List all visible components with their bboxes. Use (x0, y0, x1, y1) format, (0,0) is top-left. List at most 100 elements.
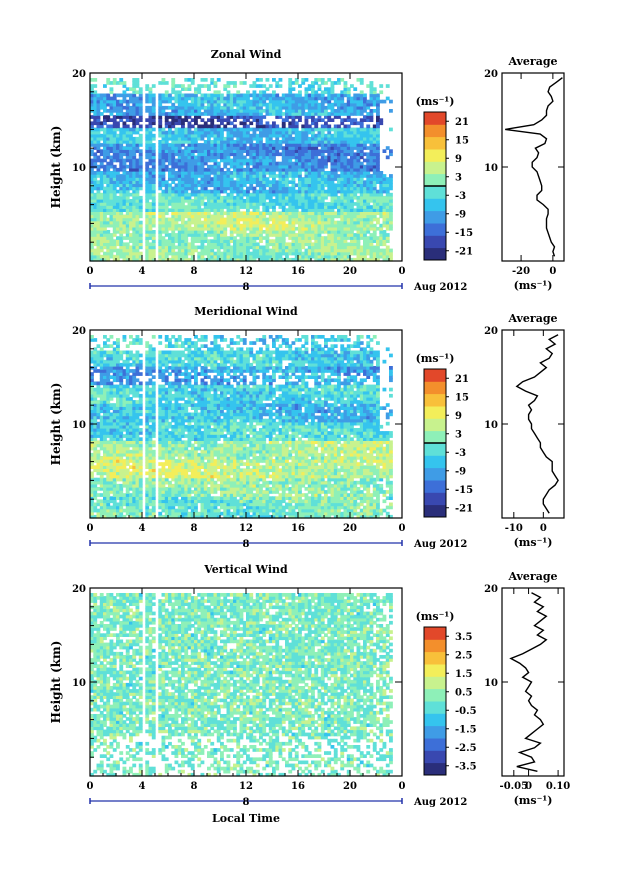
heatmap-cell (201, 187, 205, 191)
heatmap-cell (311, 81, 315, 85)
average-profile-line (505, 78, 562, 257)
heatmap-cell (379, 171, 383, 175)
heatmap-cell (383, 509, 387, 513)
colorbar-tick-label: 3 (455, 172, 462, 183)
heatmap-cell (279, 187, 283, 191)
heatmap-cell (188, 187, 192, 191)
heatmap-cell (116, 94, 120, 98)
heatmap-cell (383, 100, 387, 104)
heatmap-cell (272, 90, 276, 94)
average-title: Average (507, 55, 557, 68)
colorbar-tick-label: 21 (455, 117, 469, 128)
average-x-tick-label: -20 (512, 266, 530, 277)
heatmap-cell (321, 187, 325, 191)
heatmap-cell (152, 84, 156, 88)
heatmap-cell (188, 84, 192, 88)
heatmap-cell (113, 78, 117, 82)
heatmap-cell (152, 94, 156, 98)
heatmap-cell (360, 78, 364, 82)
colorbar-swatch (424, 149, 446, 162)
heatmap-cell (158, 187, 162, 191)
heatmap-cell (110, 87, 114, 91)
heatmap-cell (337, 94, 341, 98)
heatmap-cell (259, 84, 263, 88)
heatmap-cell (136, 137, 140, 141)
heatmap-cell (298, 187, 302, 191)
heatmap-cell (207, 118, 211, 122)
heatmap-cell (272, 239, 276, 243)
heatmap-cell (370, 187, 374, 191)
heatmap-cell (93, 78, 97, 82)
heatmap-cell (214, 90, 218, 94)
heatmap-cell (106, 230, 110, 234)
heatmap-cell (149, 187, 153, 191)
heatmap-cell (123, 187, 127, 191)
x-tick-label: 4 (139, 266, 146, 277)
colorbar-tick-label: -9 (455, 209, 466, 220)
heatmap-cell (243, 81, 247, 85)
heatmap-cell (288, 78, 292, 82)
heatmap-cell (305, 87, 309, 91)
heatmap-cell (123, 90, 127, 94)
heatmap-cell (194, 87, 198, 91)
heatmap-cell (126, 125, 130, 129)
heatmap-cell (389, 109, 393, 113)
heatmap-cell (97, 187, 101, 191)
heatmap-cell (279, 78, 283, 82)
heatmap-cell (110, 125, 114, 129)
heatmap-cell (379, 84, 383, 88)
heatmap-cell (201, 143, 205, 147)
heatmap-cell (162, 78, 166, 82)
heatmap-cell (220, 187, 224, 191)
heatmap-cell (236, 90, 240, 94)
heatmap-cell (106, 78, 110, 82)
panel-title: Zonal Wind (211, 48, 282, 61)
heatmap-cell (168, 106, 172, 110)
heatmap-cell (305, 78, 309, 82)
heatmap-cell (357, 94, 361, 98)
heatmap-cell (389, 174, 393, 178)
colorbar-swatch (424, 235, 446, 248)
heatmap-cell (240, 128, 244, 132)
heatmap-cell (337, 125, 341, 129)
panel-title: Meridional Wind (194, 305, 298, 318)
colorbar-unit: (ms⁻¹) (416, 95, 455, 108)
y-tick-label: 10 (72, 163, 86, 174)
x-tick-label: 20 (343, 266, 357, 277)
heatmap-cell (188, 78, 192, 82)
heatmap-cell (162, 94, 166, 98)
x-tick-label: 0 (399, 266, 406, 277)
x-tick-label: 12 (239, 266, 253, 277)
heatmap-cell (262, 187, 266, 191)
heatmap-cell (337, 221, 341, 225)
heatmap-cell (136, 187, 140, 191)
heatmap-cell (285, 187, 289, 191)
heatmap-cell (344, 187, 348, 191)
heatmap-cell (357, 187, 361, 191)
heatmap-cell (119, 78, 123, 82)
heatmap-cell (331, 187, 335, 191)
heatmap-cell (253, 81, 257, 85)
heatmap-cell (152, 134, 156, 138)
heatmap-cell (246, 187, 250, 191)
heatmap-cell (389, 187, 393, 191)
x-tick-label: 0 (87, 266, 94, 277)
date-label: 8 (243, 282, 250, 293)
heatmap-cell (373, 187, 377, 191)
heatmap-cell (113, 187, 117, 191)
heatmap-cell (318, 187, 322, 191)
heatmap-cell (379, 90, 383, 94)
heatmap-cell (240, 187, 244, 191)
heatmap-cell (217, 78, 221, 82)
heatmap-cell (129, 94, 133, 98)
heatmap-cell (363, 187, 367, 191)
heatmap-cell (279, 162, 283, 166)
colorbar-swatch (424, 137, 446, 150)
heatmap-cell (129, 87, 133, 91)
heatmap-cell (201, 125, 205, 129)
heatmap-cell (357, 128, 361, 132)
heatmap-cell (292, 187, 296, 191)
heatmap-cells (90, 78, 393, 262)
heatmap-cell (145, 84, 149, 88)
